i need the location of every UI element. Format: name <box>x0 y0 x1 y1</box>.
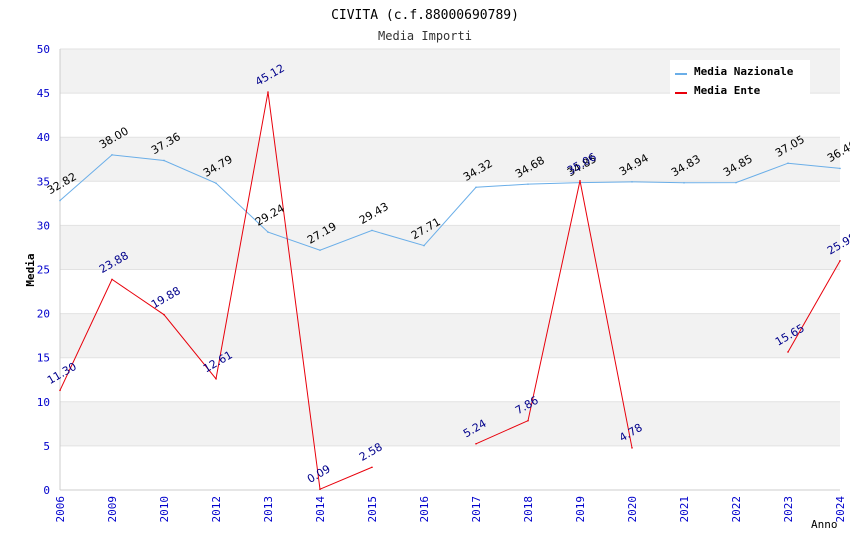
data-point-media-nazionale <box>475 186 477 189</box>
plot-band <box>60 313 840 358</box>
data-point-media-ente <box>319 488 321 491</box>
plot-band <box>60 225 840 270</box>
y-tick-label: 35 <box>37 175 50 188</box>
legend-box <box>670 60 810 98</box>
data-point-media-ente <box>371 466 373 469</box>
x-tick-label: 2013 <box>262 496 275 523</box>
x-tick-label: 2014 <box>314 496 327 523</box>
data-point-media-ente <box>527 419 529 422</box>
y-tick-label: 30 <box>37 219 50 232</box>
series-layer <box>59 91 841 491</box>
plot-background-bands <box>60 49 840 446</box>
data-label-media-nazionale: 29.24 <box>253 202 287 229</box>
data-point-media-nazionale <box>735 181 737 184</box>
x-axis-label: Anno <box>811 518 838 531</box>
legend: Media Nazionale Media Ente <box>670 60 810 98</box>
y-tick-label: 10 <box>37 396 50 409</box>
y-tick-label: 25 <box>37 264 50 277</box>
data-point-media-nazionale <box>631 181 633 183</box>
x-tick-label: 2015 <box>366 496 379 523</box>
data-point-media-nazionale <box>787 162 789 165</box>
data-point-media-ente <box>839 260 841 262</box>
x-tick-label: 2016 <box>418 496 431 523</box>
x-axis-ticks: 2006 2009 2010 2012 2013 2014 2015 2016 2017 2018… <box>54 496 847 523</box>
chart-subtitle: Media Importi <box>378 29 472 43</box>
y-tick-label: 15 <box>37 352 50 365</box>
x-tick-label: 2006 <box>54 496 67 523</box>
y-tick-label: 45 <box>37 87 50 100</box>
data-point-media-nazionale <box>683 181 685 184</box>
y-axis-label: Media <box>24 253 37 286</box>
y-tick-label: 50 <box>37 43 50 56</box>
data-point-media-ente <box>579 179 581 182</box>
series-line-media-ente <box>787 260 841 353</box>
gridlines <box>60 48 840 491</box>
data-point-media-nazionale <box>163 159 165 162</box>
y-tick-label: 40 <box>37 131 50 144</box>
data-point-media-nazionale <box>423 244 425 247</box>
series-line-media-nazionale <box>59 154 841 251</box>
x-tick-label: 2024 <box>834 496 847 523</box>
y-tick-label: 20 <box>37 308 50 321</box>
x-tick-label: 2020 <box>626 496 639 523</box>
data-label-media-nazionale: 29.43 <box>357 200 391 227</box>
x-tick-label: 2017 <box>470 496 483 523</box>
data-point-media-ente <box>475 442 477 445</box>
data-point-media-nazionale <box>527 183 529 185</box>
y-tick-label: 5 <box>43 440 50 453</box>
plot-band <box>60 401 840 446</box>
x-tick-label: 2021 <box>678 496 691 523</box>
data-point-media-nazionale <box>111 154 113 156</box>
plot-band <box>60 137 840 182</box>
data-point-media-nazionale <box>59 199 61 202</box>
legend-label-media-ente: Media Ente <box>694 84 761 97</box>
x-tick-label: 2010 <box>158 496 171 523</box>
x-tick-label: 2019 <box>574 496 587 523</box>
legend-label-media-nazionale: Media Nazionale <box>694 65 794 78</box>
series-line-media-ente <box>475 180 633 448</box>
axes <box>59 49 840 491</box>
data-point-media-nazionale <box>371 229 373 232</box>
data-point-media-ente <box>215 377 217 380</box>
x-tick-label: 2012 <box>210 496 223 523</box>
data-point-media-nazionale <box>215 182 217 184</box>
data-label-media-ente: 19.88 <box>149 284 183 311</box>
data-point-media-ente <box>59 389 61 392</box>
data-point-media-nazionale <box>839 167 841 170</box>
data-point-media-ente <box>631 447 633 449</box>
y-axis-ticks: 0 5 10 15 20 25 30 35 40 45 50 <box>37 43 50 497</box>
y-tick-label: 0 <box>43 484 50 497</box>
data-point-media-ente <box>267 91 269 93</box>
data-point-media-ente <box>111 278 113 281</box>
data-label-media-ente: 11.30 <box>45 360 79 387</box>
x-tick-label: 2022 <box>730 496 743 523</box>
chart-title: CIVITA (c.f.88000690789) <box>331 8 519 23</box>
data-point-media-nazionale <box>267 231 269 233</box>
data-point-media-ente <box>163 313 165 316</box>
x-tick-label: 2023 <box>782 496 795 523</box>
x-tick-label: 2009 <box>106 496 119 523</box>
data-point-media-ente <box>787 351 789 353</box>
x-tick-label: 2018 <box>522 496 535 523</box>
data-point-media-nazionale <box>319 249 321 251</box>
